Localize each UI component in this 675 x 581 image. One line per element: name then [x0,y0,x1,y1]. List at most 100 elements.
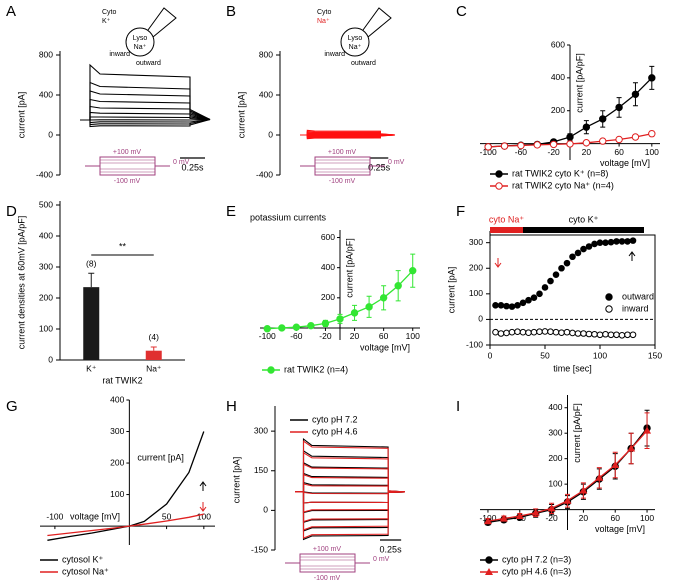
point [530,328,538,336]
protocol-label: +100 mV [113,149,142,156]
x-tick-label: 100 [640,513,654,523]
point [508,303,516,310]
pipette [362,7,392,38]
x-tick-label: 60 [610,513,620,523]
point [503,329,510,337]
protocol [299,553,356,573]
condition-band [523,227,644,233]
x-tick-label: 50 [540,350,550,360]
marker [484,143,492,151]
y-tick-label: 200 [39,292,53,302]
x-tick-label: 60 [614,147,624,157]
series-line [47,431,205,541]
point [547,328,554,335]
diagram-label: Cyto [317,9,332,16]
point [613,331,620,339]
point [525,329,532,337]
y-tick-label: 600 [551,39,565,49]
x-tick-label: Na⁺ [146,363,162,373]
point [629,237,637,244]
marker [547,504,556,512]
significance: ** [119,241,127,251]
x-tick-label: 100 [406,331,420,341]
marker [533,141,541,149]
marker [566,140,574,148]
x-tick-label: 0 [488,350,493,360]
marker [379,294,388,302]
marker [605,293,613,301]
arrow [199,502,207,512]
y-tick-label: 200 [110,457,124,467]
y-tick-label: -100 [466,339,483,349]
marker [582,139,591,147]
point [563,259,571,267]
error-bar [88,272,95,288]
point [530,294,538,301]
y-tick-label: 0 [48,129,53,139]
marker [278,324,286,332]
point [591,240,598,248]
y-tick-label: 100 [39,323,53,333]
plot-frame [489,234,656,346]
y-tick-label: 100 [548,478,562,488]
marker [582,123,591,131]
protocol-label: +100 mV [328,149,357,156]
marker [307,321,315,330]
point [536,290,543,298]
bar [83,287,100,360]
point [519,299,527,307]
panel-label: B [226,3,236,20]
y-tick-label: 500 [39,199,53,209]
x-axis-label: voltage [mV] [595,524,645,534]
marker [515,511,524,519]
legend-label: inward [622,303,649,313]
y-axis-label: current [pA] [236,92,246,139]
point [618,331,626,339]
x-tick-label: 20 [350,331,360,341]
y-tick-label: 400 [551,72,565,82]
trace [80,118,211,121]
scale-bar-label: 0.25s [380,544,403,554]
panel-label: G [6,398,18,415]
x-tick-label: 50 [162,511,172,521]
point [607,331,615,339]
diagram-label: Na⁺ [317,18,330,25]
panel-label: E [226,203,236,220]
protocol-label: -100 mV [114,178,141,185]
point [525,296,532,304]
x-tick-label: 20 [582,147,592,157]
marker [499,514,508,522]
point [569,329,576,337]
protocol-label: 0 mV [373,556,390,563]
y-tick-label: 200 [469,263,483,273]
x-tick-label: -100 [259,331,276,341]
point [624,331,631,339]
y-tick-label: 400 [39,230,53,240]
point [519,328,527,336]
y-tick-label: 200 [551,105,565,115]
point [613,238,620,245]
diagram-label: Na⁺ [134,44,147,51]
marker [611,461,620,469]
marker [631,133,640,141]
point [563,328,571,336]
y-axis-label: current densities at 60mV [pA/pF] [16,216,26,350]
trace [300,129,396,136]
point [618,238,626,245]
point [547,277,554,285]
y-axis-label: current [pA] [446,267,456,314]
marker [517,141,525,150]
point [629,331,637,339]
y-tick-label: -150 [251,544,268,554]
arrow [494,258,502,268]
point [541,284,549,291]
marker [627,444,636,452]
condition-label: cyto K⁺ [569,214,599,224]
diagram-label: Lyso [133,35,148,42]
x-tick-label: 150 [648,350,662,360]
y-tick-label: 100 [110,489,124,499]
marker [648,74,656,82]
lysosome [340,27,370,57]
marker [263,324,271,333]
